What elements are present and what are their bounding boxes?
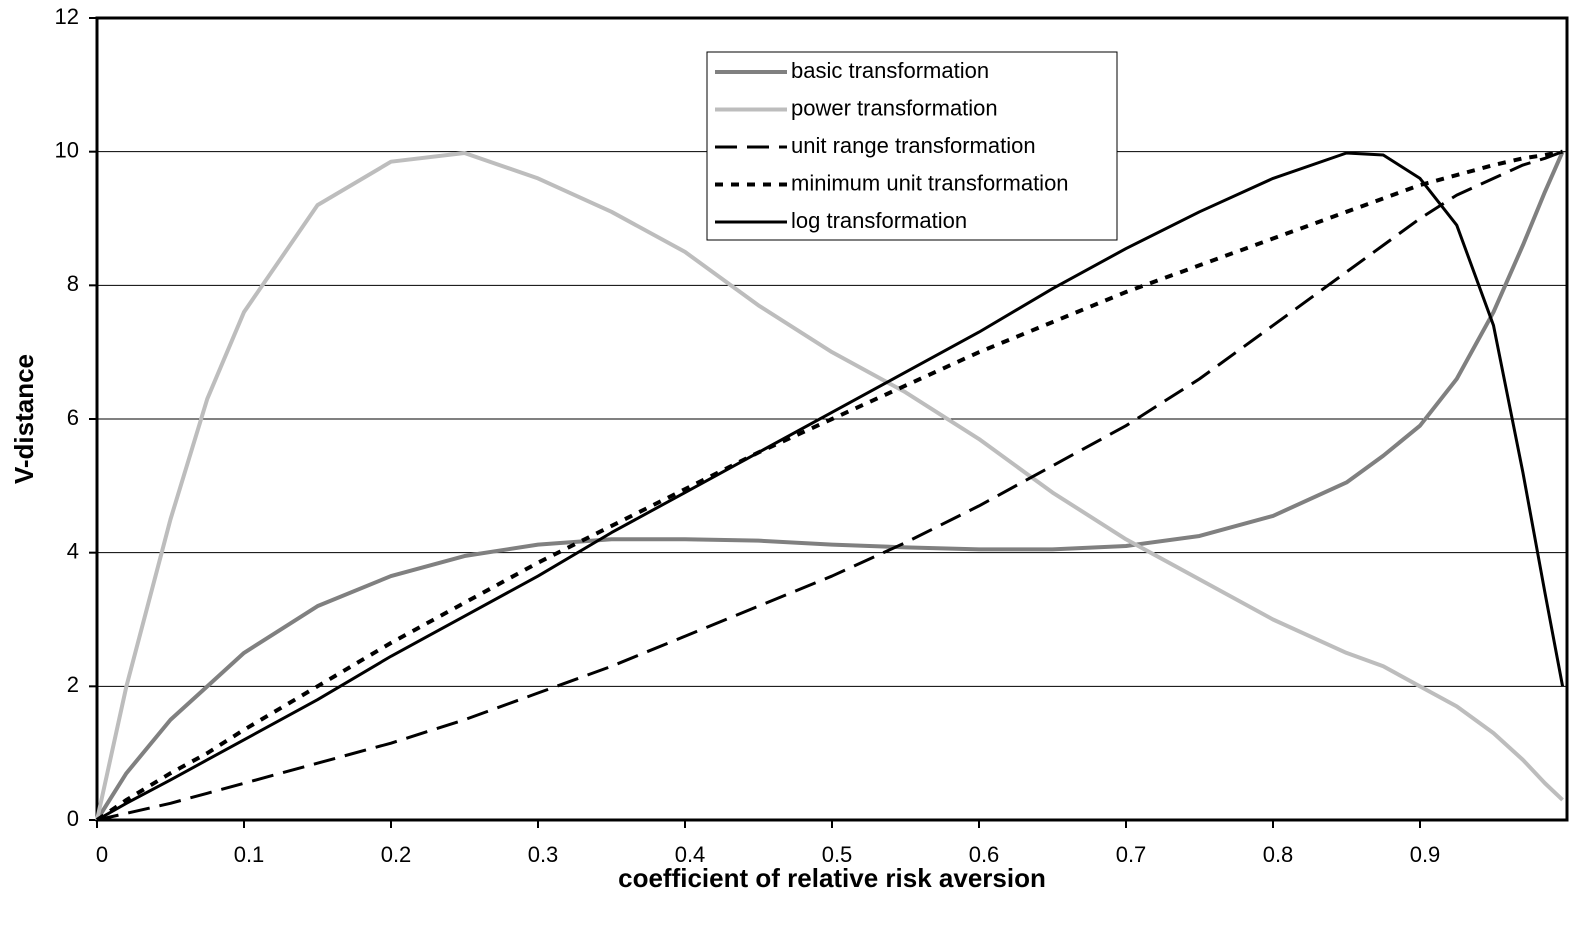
x-tick-label: 0.5 xyxy=(822,842,853,867)
legend-label: minimum unit transformation xyxy=(791,170,1069,195)
x-tick-label: 0.4 xyxy=(675,842,706,867)
x-tick-label: 0.6 xyxy=(969,842,1000,867)
series-line xyxy=(95,149,1563,822)
y-tick-label: 8 xyxy=(67,271,79,296)
y-tick-label: 0 xyxy=(67,806,79,831)
legend-box xyxy=(706,51,1118,241)
x-tick-label: 0 xyxy=(96,842,108,867)
legend-label: log transformation xyxy=(791,208,967,233)
y-axis-title: V-distance xyxy=(9,354,39,484)
legend-label: unit range transformation xyxy=(791,133,1036,158)
x-tick-label: 0.7 xyxy=(1116,842,1147,867)
legend: basic transformation power transformation… xyxy=(706,51,1118,241)
x-tick-label: 0.8 xyxy=(1263,842,1294,867)
x-tick-label: 0.3 xyxy=(528,842,559,867)
x-axis-title: coefficient of relative risk aversion xyxy=(618,863,1046,893)
series-line xyxy=(95,151,1564,821)
legend-label: power transformation xyxy=(791,95,998,120)
y-tick-label: 10 xyxy=(55,137,79,162)
y-tick-label: 12 xyxy=(55,4,79,29)
x-tick-label: 0.9 xyxy=(1410,842,1441,867)
legend-label: basic transformation xyxy=(791,58,989,83)
plot-frame xyxy=(95,16,1569,822)
x-tick-label: 0.2 xyxy=(381,842,412,867)
series-line xyxy=(96,150,1564,822)
x-tick-label: 0.1 xyxy=(234,842,265,867)
series-line xyxy=(95,150,1565,822)
y-tick-label: 6 xyxy=(67,405,79,430)
y-tick-label: 2 xyxy=(67,672,79,697)
series-line xyxy=(96,151,1565,822)
y-tick-label: 4 xyxy=(67,538,79,563)
